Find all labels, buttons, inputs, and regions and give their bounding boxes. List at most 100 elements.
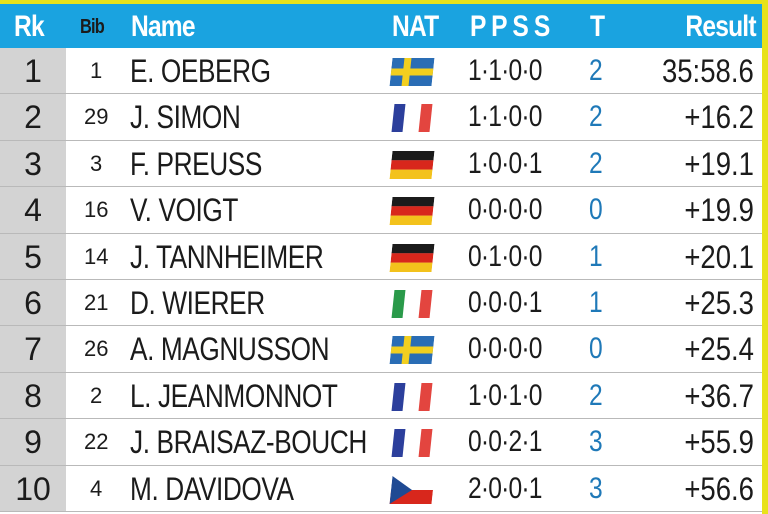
bib-number: 3 [90,150,103,176]
czech-flag-icon [389,475,435,504]
shooting-penalties: 0·1·0·0 [468,239,542,273]
rank-cell-bg [0,187,66,233]
header-bib: Bib [80,16,105,38]
athlete-name: L. JEANMONNOT [130,377,338,414]
athlete-name: J. TANNHEIMER [130,238,324,275]
result-time: +25.4 [684,331,754,368]
athlete-name: J. BRAISAZ-BOUCH [130,424,367,461]
bib-number: 1 [90,58,103,83]
result-time: +19.1 [684,145,754,182]
total-penalties: 2 [589,146,603,180]
total-penalties: 2 [589,378,603,412]
accent-border-top [0,0,768,4]
rank-cell-bg [0,94,66,140]
table-row: 9 22 J. BRAISAZ-BOUCH 0·0·2·1 3 +55.9 [0,419,762,466]
bib-number: 16 [84,197,109,223]
rank: 4 [24,192,42,229]
bib-number: 22 [84,429,109,455]
table-row: 5 14 J. TANNHEIMER 0·1·0·0 1 +20.1 [0,233,762,280]
rank: 5 [24,238,42,275]
italian-flag-icon [389,289,435,318]
bib-number: 21 [84,289,109,315]
accent-border-right [762,0,768,514]
table-row: 10 4 M. DAVIDOVA 2·0·0·1 3 +56.6 [0,465,762,512]
athlete-name: F. PREUSS [130,145,262,182]
result-time: +20.1 [684,238,754,275]
shooting-penalties: 1·0·0·1 [468,146,542,180]
rank-cell-bg [0,48,66,94]
rank-cell-bg [0,326,66,372]
shooting-penalties: 0·0·0·0 [468,193,542,227]
swedish-flag-icon [389,336,435,365]
bib-number: 2 [90,382,103,408]
rank: 1 [24,53,42,89]
athlete-name: E. OEBERG [130,53,271,89]
header-rank: Rk [14,10,45,43]
athlete-name: D. WIERER [130,284,265,321]
result-time: 35:58.6 [662,53,754,89]
total-penalties: 0 [589,332,603,366]
table-row: 7 26 A. MAGNUSSON 0·0·0·0 0 +25.4 [0,326,762,373]
rank: 7 [24,331,42,368]
rank: 6 [24,284,42,321]
result-time: +56.6 [684,470,754,507]
result-time: +19.9 [684,192,754,229]
total-penalties: 1 [589,285,603,319]
shooting-penalties: 0·0·0·1 [468,285,542,319]
total-penalties: 1 [589,239,603,273]
table-header: Rk Bib Name NAT P P S S T Result [0,4,762,48]
rank-cell-bg [0,419,66,465]
table-row: 3 3 F. PREUSS 1·0·0·1 2 +19.1 [0,140,762,188]
rank-cell-bg [0,279,66,326]
rank-cell-bg [0,233,66,279]
german-flag-icon [389,150,435,179]
shooting-penalties: 0·0·0·0 [468,332,542,366]
header-total: T [590,10,605,43]
athlete-name: V. VOIGT [130,192,239,229]
header-nat: NAT [392,10,439,43]
shooting-penalties: 2·0·0·1 [468,471,542,505]
athlete-name: A. MAGNUSSON [130,331,330,368]
result-time: +16.2 [684,99,754,136]
header-result: Result [685,10,757,43]
bib-number: 14 [84,243,109,269]
rank-cell-bg [0,140,66,187]
shooting-penalties: 1·1·0·0 [468,100,542,134]
table-row: 8 2 L. JEANMONNOT 1·0·1·0 2 +36.7 [0,372,762,420]
french-flag-icon [389,104,435,133]
table-row: 4 16 V. VOIGT 0·0·0·0 0 +19.9 [0,187,762,234]
total-penalties: 2 [589,100,603,134]
athlete-name: J. SIMON [130,99,241,136]
shooting-penalties: 1·0·1·0 [468,378,542,412]
result-time: +36.7 [684,377,754,414]
header-name: Name [131,10,196,43]
bib-number: 26 [84,336,109,362]
bib-number: 4 [90,475,103,501]
athlete-name: M. DAVIDOVA [130,470,294,507]
shooting-penalties: 1·1·0·0 [468,54,542,87]
table-row: 1 1 E. OEBERG 1·1·0·0 2 35:58.6 [0,48,762,95]
table-body: 1 1 E. OEBERG 1·1·0·0 2 35:58.6 2 29 J. SIMON 1·1… [0,48,762,512]
french-flag-icon [389,429,435,458]
table-row: 6 21 D. WIERER 0·0·0·1 1 +25.3 [0,279,762,327]
shooting-penalties: 0·0·2·1 [468,425,542,459]
rank: 8 [24,377,42,414]
header-shooting: P P S S [470,10,550,43]
rank: 2 [24,99,42,136]
total-penalties: 3 [589,425,603,459]
german-flag-icon [389,197,435,226]
result-time: +25.3 [684,284,754,321]
rank-cell-bg [0,465,66,511]
rank: 10 [15,470,51,507]
rank-cell-bg [0,372,66,419]
total-penalties: 0 [589,193,603,227]
total-penalties: 2 [589,54,603,87]
german-flag-icon [389,243,435,272]
total-penalties: 3 [589,471,603,505]
table-row: 2 29 J. SIMON 1·1·0·0 2 +16.2 [0,94,762,141]
result-time: +55.9 [684,424,754,461]
rank: 9 [24,424,42,461]
rank: 3 [24,145,42,182]
bib-number: 29 [84,104,109,130]
